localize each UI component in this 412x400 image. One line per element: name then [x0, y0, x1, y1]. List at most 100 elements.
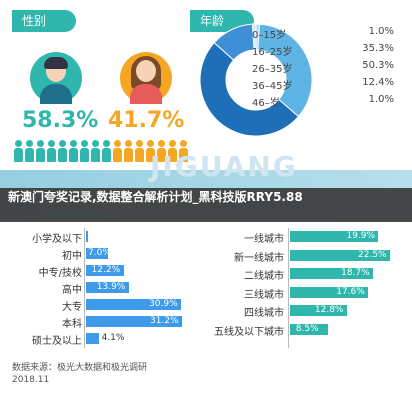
person-icon [157, 140, 166, 162]
person-icon [58, 140, 67, 162]
city-row-bar [290, 305, 347, 316]
person-icon-head [147, 140, 154, 147]
age-donut-slice [257, 23, 313, 118]
age-legend-value: 12.4% [362, 77, 394, 88]
age-legend-row: 16–25岁 35.3% [252, 43, 402, 60]
city-row-label: 五线及以下城市 [214, 326, 284, 338]
person-icon-body [36, 148, 45, 162]
city-row: 五线及以下城市 8.5% [200, 323, 412, 338]
age-legend: 0–15岁 1.0% 16–25岁 35.3% 26–35岁 50.3% 36–45岁 12.… [252, 26, 402, 111]
city-row: 新一线城市 22.5% [200, 249, 412, 264]
age-donut-slice [251, 23, 257, 51]
city-row-label: 一线城市 [244, 234, 284, 245]
city-axis-line [288, 228, 289, 348]
person-icon-head [158, 140, 165, 147]
person-icon-body [157, 148, 166, 162]
person-icon-head [26, 140, 33, 147]
city-row-value: 19.9% [346, 231, 376, 241]
title-overlay-bar [0, 188, 412, 222]
person-icon [124, 140, 133, 162]
person-icon-head [180, 140, 187, 147]
education-row-value: 13.9% [96, 282, 126, 292]
person-icon-body [69, 148, 78, 162]
age-legend-label: 46–岁 [252, 98, 280, 109]
male-hair-shape [44, 57, 68, 69]
age-legend-row: 46–岁 1.0% [252, 94, 402, 111]
footer: 数据来源：极光大数据和极光调研 2018.11 [12, 362, 147, 386]
city-row: 四线城市 12.8% [200, 305, 412, 319]
education-row-bar [86, 299, 182, 310]
education-row: 初中 7.0% [0, 248, 200, 262]
education-bar-chart: 小学及以下初中 7.0% 中专/技校 12.2% 高中 13.9% 大专 30.9% 本科 31.… [0, 228, 200, 353]
male-avatar-icon [30, 52, 82, 104]
person-icon-body [58, 148, 67, 162]
education-row-label: 大专 [62, 302, 82, 313]
person-icon-body [168, 148, 177, 162]
footer-date: 2018.11 [12, 375, 50, 385]
person-icon-body [135, 148, 144, 162]
person-icon [36, 140, 45, 162]
education-row-label: 高中 [62, 285, 82, 296]
city-row-bar [290, 286, 369, 298]
age-legend-label: 26–35岁 [252, 64, 293, 75]
age-legend-value: 35.3% [362, 43, 394, 54]
education-row-label: 初中 [62, 251, 82, 262]
female-percentage: 41.7% [108, 108, 185, 133]
education-row-value: 4.1% [101, 333, 125, 343]
person-icon-body [80, 148, 89, 162]
education-row: 高中 13.9% [0, 282, 200, 296]
education-row-bar [86, 333, 99, 344]
city-row: 二线城市 18.7% [200, 268, 412, 282]
person-icon-head [114, 140, 121, 147]
male-body-shape [40, 84, 72, 104]
city-row-value: 12.8% [314, 305, 344, 315]
city-row-bar [290, 268, 374, 279]
person-icon-head [37, 140, 44, 147]
footer-source: 数据来源：极光大数据和极光调研 [12, 363, 148, 373]
person-icon-head [15, 140, 22, 147]
person-icon-head [125, 140, 132, 147]
education-row-label: 本科 [62, 319, 82, 330]
female-avatar-icon [120, 52, 172, 104]
person-icon-head [92, 140, 99, 147]
education-row-bar [86, 282, 129, 293]
city-row-bar [290, 323, 328, 335]
education-row-value: 31.2% [150, 316, 179, 326]
male-percentage: 58.3% [22, 108, 99, 133]
person-icon [25, 140, 34, 162]
education-row-bar [86, 248, 108, 259]
age-legend-row: 36–45岁 12.4% [252, 77, 402, 94]
city-row-value: 22.5% [358, 249, 387, 260]
person-icon-body [47, 148, 56, 162]
person-icon-body [113, 148, 122, 162]
person-icon-head [48, 140, 55, 147]
female-body-shape [130, 84, 162, 104]
education-row-bar [86, 265, 124, 276]
person-icon [146, 140, 155, 162]
city-row-label: 新一线城市 [234, 252, 284, 264]
education-row-label: 硕士及以上 [32, 336, 82, 347]
person-icon [69, 140, 78, 162]
person-icon [47, 140, 56, 162]
city-row-label: 三线城市 [244, 289, 284, 301]
education-row-bar [86, 231, 88, 242]
city-row-bar [290, 231, 379, 242]
age-legend-value: 1.0% [368, 94, 394, 105]
person-icon [113, 140, 122, 162]
education-axis-line [84, 228, 85, 348]
age-legend-label: 0–15岁 [252, 30, 287, 41]
education-row: 中专/技校 12.2% [0, 265, 200, 279]
city-row-value: 18.7% [341, 268, 370, 278]
city-row: 一线城市 19.9% [200, 231, 412, 245]
education-row-value: 12.2% [91, 265, 121, 275]
person-icon-head [70, 140, 77, 147]
city-row-bar [290, 249, 390, 261]
education-row: 小学及以下 [0, 231, 200, 245]
page-title[interactable]: 新澳门夸奖记录,数据整合解析计划_黑科技版RRY5.88 [8, 190, 303, 204]
education-row: 本科 31.2% [0, 316, 200, 330]
person-icon-head [103, 140, 110, 147]
gender-section-tag: 性别 [12, 10, 76, 32]
city-row-label: 二线城市 [244, 271, 284, 282]
education-row-value: 30.9% [149, 299, 178, 309]
education-row-label: 中专/技校 [38, 268, 82, 279]
